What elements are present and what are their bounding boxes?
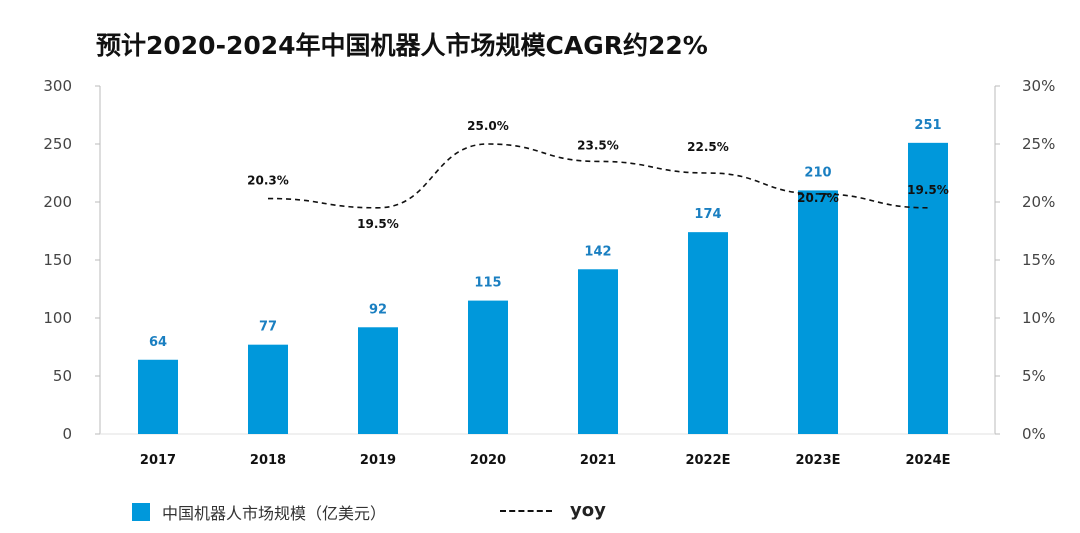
right-axis-tick-label: 5% [1022, 367, 1046, 385]
yoy-line [267, 143, 929, 209]
yoy-value-label: 25.0% [467, 119, 509, 133]
right-axis-tick-label: 15% [1022, 251, 1055, 269]
right-axis-tick-label: 20% [1022, 193, 1055, 211]
bar [908, 142, 948, 434]
right-axis-tick-label: 10% [1022, 309, 1055, 327]
left-axis-tick-label: 0 [62, 425, 72, 443]
x-axis-tick-label: 2020 [470, 453, 506, 468]
bar-value-label: 142 [584, 244, 611, 259]
left-axis-tick-label: 200 [43, 193, 72, 211]
x-axis-tick-label: 2019 [360, 453, 396, 468]
legend-line: yoy [500, 500, 606, 521]
x-axis-tick-label: 2023E [795, 453, 840, 468]
x-axis-tick-label: 2018 [250, 453, 286, 468]
bar [578, 269, 618, 434]
bar-value-label: 115 [474, 276, 501, 291]
left-axis-tick-label: 50 [53, 367, 72, 385]
bar-value-label: 251 [914, 118, 941, 133]
yoy-value-label: 23.5% [577, 138, 619, 152]
bar-value-label: 174 [694, 207, 721, 222]
yoy-value-label: 20.3% [247, 174, 289, 188]
bar [358, 327, 398, 434]
x-axis-tick-label: 2017 [140, 453, 176, 468]
yoy-value-label: 20.7% [797, 191, 839, 205]
bar-value-label: 77 [259, 320, 277, 335]
bar [138, 359, 178, 434]
bar [688, 232, 728, 434]
legend-line-swatch [500, 509, 552, 512]
yoy-value-label: 19.5% [907, 183, 949, 197]
legend-bar: 中国机器人市场规模（亿美元） [132, 500, 386, 524]
left-axis-tick-label: 100 [43, 309, 72, 327]
left-axis-tick-label: 300 [43, 77, 72, 95]
left-axis-tick-label: 150 [43, 251, 72, 269]
yoy-value-label: 22.5% [687, 140, 729, 154]
right-axis-tick-label: 30% [1022, 77, 1055, 95]
bar-value-label: 64 [149, 335, 167, 350]
bar [798, 190, 838, 434]
yoy-value-label: 19.5% [357, 217, 399, 231]
bar [468, 300, 508, 434]
right-axis-tick-label: 0% [1022, 425, 1046, 443]
legend-bar-label: 中国机器人市场规模（亿美元） [162, 504, 387, 523]
x-axis-tick-label: 2024E [905, 453, 950, 468]
chart-title: 预计2020-2024年中国机器人市场规模CAGR约22% [96, 31, 708, 60]
legend-bar-swatch [132, 503, 150, 521]
legend-line-label: yoy [570, 500, 606, 521]
x-axis-tick-label: 2022E [685, 453, 730, 468]
bar-value-label: 210 [804, 165, 831, 180]
bar [248, 344, 288, 434]
x-axis-tick-label: 2021 [580, 453, 616, 468]
left-axis-tick-label: 250 [43, 135, 72, 153]
bar-value-label: 92 [369, 302, 387, 317]
right-axis-tick-label: 25% [1022, 135, 1055, 153]
